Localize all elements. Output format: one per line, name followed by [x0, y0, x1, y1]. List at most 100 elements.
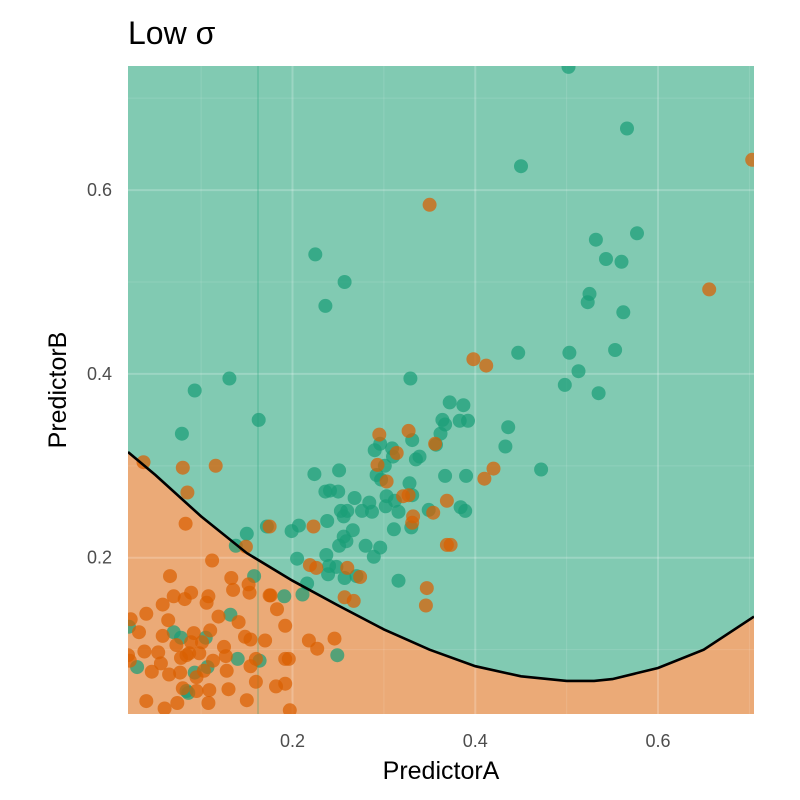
data-point-class1	[307, 467, 322, 482]
data-point-class1	[239, 526, 254, 541]
data-point-class2	[137, 644, 152, 659]
data-point-class1	[591, 386, 606, 401]
data-point-class1	[614, 254, 629, 269]
data-point-class2	[184, 635, 199, 650]
data-point-class2	[221, 682, 236, 697]
data-point-class1	[355, 503, 369, 518]
data-point-class2	[139, 694, 154, 709]
data-point-class2	[263, 588, 278, 603]
data-point-class1	[501, 420, 516, 435]
data-point-class2	[163, 569, 177, 584]
data-point-class2	[128, 612, 138, 627]
data-point-class1	[608, 343, 623, 357]
data-point-class1	[290, 551, 305, 566]
data-point-class1	[403, 371, 418, 386]
data-point-class1	[620, 121, 634, 136]
decision-boundary-line	[128, 451, 754, 683]
data-point-class2	[422, 197, 437, 212]
data-point-class2	[231, 615, 246, 630]
data-point-class2	[702, 282, 717, 297]
data-point-class1	[391, 573, 406, 588]
data-point-class2	[405, 515, 420, 530]
x-tick-label: 0.4	[463, 731, 488, 751]
y-tick-label: 0.2	[87, 548, 112, 568]
data-point-class2	[211, 609, 226, 624]
data-point-class1	[442, 395, 457, 410]
data-point-class1	[284, 524, 299, 539]
data-point-class2	[153, 656, 168, 671]
data-point-class1	[534, 462, 549, 477]
data-point-class1	[630, 226, 644, 241]
data-point-class2	[166, 589, 181, 604]
data-point-class2	[745, 152, 754, 167]
data-point-class1	[498, 439, 513, 454]
data-point-class1	[365, 504, 379, 519]
x-axis-ticks: 0.2 0.4 0.6	[280, 731, 671, 751]
data-point-class1	[251, 412, 266, 427]
data-point-class1	[318, 298, 333, 313]
data-point-class1	[347, 491, 362, 505]
data-point-class1	[561, 66, 576, 74]
data-point-class2	[136, 455, 151, 470]
data-point-class2	[419, 581, 434, 596]
data-point-class2	[477, 471, 492, 486]
data-point-class2	[243, 632, 258, 647]
y-tick-label: 0.4	[87, 364, 112, 384]
data-point-class2	[239, 693, 254, 708]
data-point-class1	[332, 538, 347, 553]
data-point-class2	[189, 684, 204, 698]
data-point-class1	[438, 468, 453, 483]
data-point-class1	[174, 426, 189, 441]
y-tick-label: 0.6	[87, 180, 112, 200]
data-point-class1	[308, 247, 323, 262]
data-point-class2	[243, 659, 258, 674]
data-point-class1	[459, 468, 474, 483]
data-point-class2	[157, 701, 172, 714]
data-point-class2	[226, 582, 241, 597]
data-points	[128, 66, 754, 714]
data-point-class2	[205, 553, 220, 568]
x-tick-label: 0.6	[646, 731, 671, 751]
data-point-class2	[269, 679, 283, 694]
data-point-class2	[192, 646, 207, 661]
data-point-class1	[562, 345, 577, 360]
data-point-class2	[396, 489, 411, 504]
data-point-class2	[262, 519, 277, 534]
data-point-class2	[170, 696, 185, 710]
data-point-class1	[386, 522, 401, 537]
data-point-class1	[461, 413, 475, 428]
data-point-class1	[391, 504, 406, 519]
data-point-class2	[128, 653, 137, 668]
data-point-class2	[189, 670, 204, 685]
data-point-class1	[320, 514, 335, 528]
y-axis-ticks: 0.2 0.4 0.6	[87, 180, 112, 568]
data-point-class2	[179, 648, 194, 663]
data-point-class1	[456, 398, 471, 413]
data-point-class2	[161, 613, 176, 628]
data-point-class2	[139, 606, 154, 621]
class2-region	[128, 452, 754, 714]
data-point-class2	[282, 703, 297, 714]
data-point-class1	[402, 476, 417, 491]
data-point-class2	[401, 423, 416, 438]
data-point-class2	[175, 681, 190, 696]
data-point-class1	[616, 305, 631, 320]
data-point-class2	[202, 683, 217, 698]
data-point-class2	[426, 505, 441, 520]
data-point-class2	[418, 598, 433, 613]
data-point-class1	[599, 252, 613, 266]
data-point-class2	[144, 664, 159, 679]
data-point-class1	[187, 383, 202, 398]
data-point-class1	[514, 159, 528, 174]
data-point-class2	[242, 585, 257, 600]
data-point-class2	[428, 436, 443, 451]
data-point-class2	[278, 618, 293, 633]
data-point-class1	[230, 651, 245, 666]
data-point-class1	[580, 295, 595, 310]
data-point-class1	[367, 443, 382, 458]
data-point-class2	[372, 427, 387, 442]
data-point-class1	[408, 452, 423, 467]
data-point-class2	[389, 446, 404, 460]
data-point-class2	[353, 570, 368, 584]
